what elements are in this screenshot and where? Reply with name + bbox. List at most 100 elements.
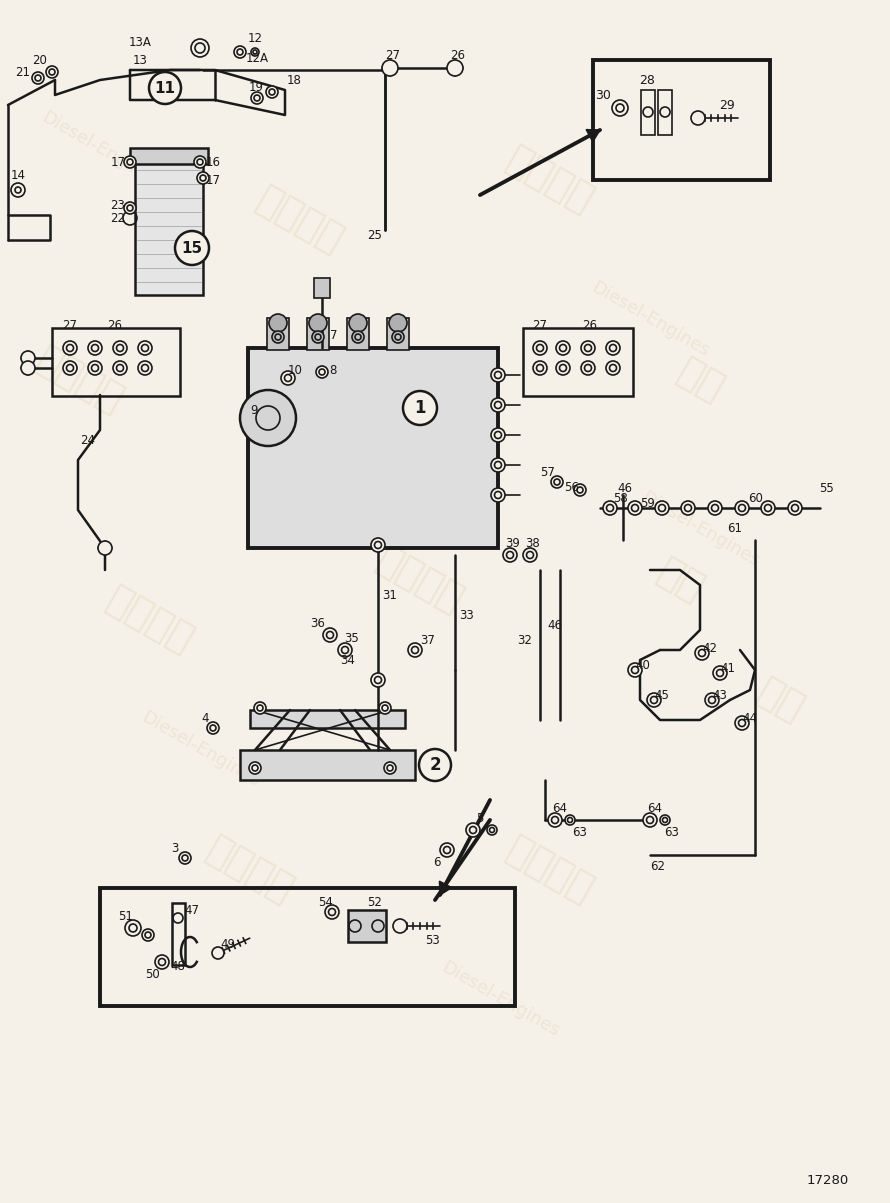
Text: Diesel-Engines: Diesel-Engines [37, 109, 162, 191]
Circle shape [88, 340, 102, 355]
Text: 22: 22 [110, 212, 125, 225]
Text: 柴发动力: 柴发动力 [100, 580, 200, 659]
Text: 10: 10 [287, 363, 303, 377]
Circle shape [251, 48, 259, 57]
Circle shape [551, 476, 563, 488]
Text: 41: 41 [721, 662, 735, 675]
Text: 11: 11 [155, 81, 175, 95]
Circle shape [606, 340, 620, 355]
Circle shape [272, 331, 284, 343]
Circle shape [761, 500, 775, 515]
Circle shape [788, 500, 802, 515]
Text: 52: 52 [368, 895, 383, 908]
Text: 47: 47 [184, 903, 199, 917]
Circle shape [447, 60, 463, 76]
Circle shape [254, 703, 266, 715]
Text: 13: 13 [133, 53, 148, 66]
Circle shape [323, 628, 337, 642]
Text: 2: 2 [429, 755, 441, 774]
Circle shape [708, 500, 722, 515]
Circle shape [408, 642, 422, 657]
Text: 27: 27 [385, 48, 400, 61]
Text: 49: 49 [221, 937, 236, 950]
Bar [172, 903, 185, 965]
Text: 29: 29 [719, 99, 735, 112]
Text: Diesel-Engines: Diesel-Engines [438, 959, 562, 1041]
Bar [240, 749, 415, 780]
Text: 12: 12 [247, 31, 263, 45]
Text: 46: 46 [547, 618, 562, 632]
Text: 64: 64 [648, 801, 662, 814]
Text: 柴发动力: 柴发动力 [500, 830, 600, 909]
Text: 5: 5 [476, 812, 483, 824]
Text: 13A: 13A [128, 36, 151, 48]
Text: 59: 59 [641, 497, 655, 510]
Bar [387, 318, 409, 350]
Circle shape [371, 672, 385, 687]
Text: 32: 32 [518, 634, 532, 646]
Circle shape [281, 371, 295, 385]
Circle shape [556, 361, 570, 375]
Circle shape [124, 156, 136, 168]
Text: 动力: 动力 [670, 351, 730, 408]
Circle shape [581, 340, 595, 355]
Text: 26: 26 [450, 48, 465, 61]
Text: 柴发动力: 柴发动力 [30, 340, 130, 420]
Circle shape [88, 361, 102, 375]
Text: 38: 38 [526, 537, 540, 550]
Circle shape [269, 314, 287, 332]
Text: 27: 27 [62, 319, 77, 332]
Circle shape [325, 905, 339, 919]
Circle shape [491, 368, 505, 383]
Text: 39: 39 [506, 537, 521, 550]
Circle shape [312, 331, 324, 343]
Circle shape [384, 761, 396, 774]
Circle shape [628, 663, 642, 677]
Circle shape [647, 693, 661, 707]
Text: 3: 3 [171, 842, 179, 854]
Text: 53: 53 [425, 934, 440, 947]
Circle shape [194, 156, 206, 168]
Circle shape [197, 172, 209, 184]
Text: 9: 9 [250, 403, 258, 416]
Bar [307, 318, 329, 350]
Circle shape [403, 391, 437, 425]
Circle shape [125, 920, 141, 936]
Text: 15: 15 [182, 241, 203, 255]
Circle shape [32, 72, 44, 84]
Text: 48: 48 [171, 960, 185, 972]
Text: 37: 37 [421, 634, 435, 646]
Text: 20: 20 [33, 53, 47, 66]
Text: 35: 35 [344, 632, 360, 645]
Text: 7: 7 [330, 328, 337, 342]
Text: Diesel-Engines: Diesel-Engines [587, 279, 712, 361]
Text: 63: 63 [572, 825, 587, 838]
Text: 56: 56 [564, 480, 579, 493]
Bar [658, 90, 672, 135]
Circle shape [142, 929, 154, 941]
Text: 柴发动力: 柴发动力 [370, 540, 470, 620]
Bar [250, 710, 405, 728]
Text: 62: 62 [651, 860, 666, 873]
Circle shape [349, 314, 367, 332]
Text: 8: 8 [329, 363, 336, 377]
Circle shape [371, 538, 385, 552]
Text: 17280: 17280 [807, 1173, 849, 1186]
Circle shape [643, 813, 657, 826]
Text: 16: 16 [206, 155, 221, 168]
Circle shape [240, 390, 296, 446]
Circle shape [548, 813, 562, 826]
Text: 25: 25 [368, 229, 383, 242]
Bar [130, 148, 208, 164]
Circle shape [705, 693, 719, 707]
Circle shape [392, 331, 404, 343]
Bar [523, 328, 633, 396]
Text: 27: 27 [532, 319, 547, 332]
Circle shape [46, 66, 58, 78]
Bar [641, 90, 655, 135]
Text: 17: 17 [110, 155, 125, 168]
Circle shape [316, 366, 328, 378]
Circle shape [581, 361, 595, 375]
Text: 36: 36 [311, 616, 326, 629]
Text: 44: 44 [742, 711, 757, 724]
